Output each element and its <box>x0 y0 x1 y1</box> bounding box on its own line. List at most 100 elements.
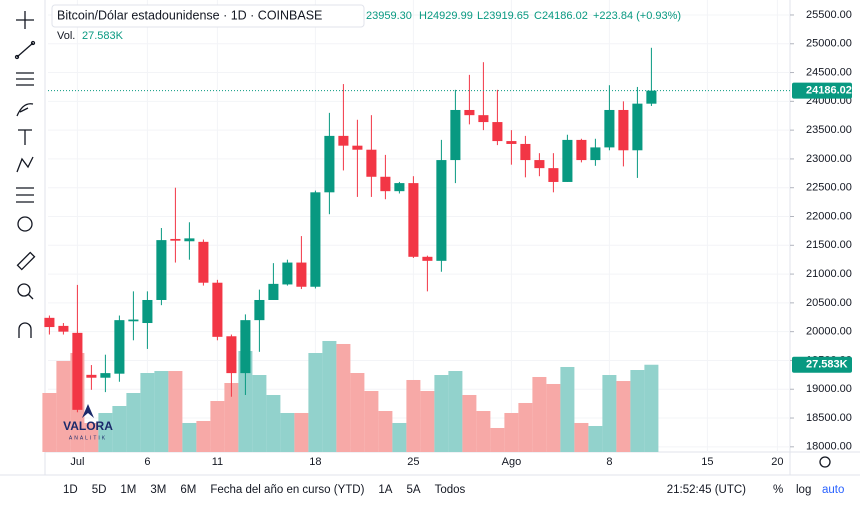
symbol-title: Bitcoin/Dólar estadounidense · 1D · COIN… <box>57 8 322 22</box>
range-button[interactable]: Todos <box>435 484 466 496</box>
emoji-icon[interactable] <box>17 216 33 232</box>
crosshair-icon[interactable] <box>16 11 34 29</box>
pattern-icon[interactable] <box>16 156 34 173</box>
volume-bar <box>532 376 547 452</box>
y-tick-label: 20500.00 <box>806 297 852 309</box>
ohlc-change: +223.84 (+0.93%) <box>593 10 681 22</box>
plot-area <box>42 0 790 452</box>
candle-body <box>44 317 55 328</box>
volume-bar <box>336 343 351 452</box>
y-tick-label: 19000.00 <box>806 383 852 395</box>
volume-bar <box>210 401 225 452</box>
candle-body <box>562 139 573 182</box>
left-toolbar <box>14 11 36 338</box>
text-icon[interactable] <box>18 129 32 145</box>
candle-body <box>254 299 265 321</box>
candle-body <box>184 238 195 242</box>
candle-body <box>198 241 209 283</box>
prediction-icon[interactable] <box>16 187 34 203</box>
candle-body <box>394 183 405 192</box>
volume-bar <box>308 353 323 452</box>
auto-button[interactable]: auto <box>822 484 844 496</box>
y-tick-label: 24500.00 <box>806 66 852 78</box>
volume-bar <box>560 366 575 452</box>
candle-body <box>646 90 657 104</box>
ruler-icon[interactable] <box>16 251 36 271</box>
range-button[interactable]: 5D <box>92 484 107 496</box>
ohlc-low: L23919.65 <box>477 10 529 22</box>
y-tick-label: 21000.00 <box>806 268 852 280</box>
x-tick-label: Ago <box>502 456 522 468</box>
candle-body <box>310 192 321 287</box>
settings-icon[interactable] <box>819 456 831 468</box>
volume-bar <box>602 374 617 452</box>
last-price-box <box>792 82 852 99</box>
candle-body <box>520 143 531 161</box>
logo-mark <box>82 404 94 418</box>
fib-icon[interactable] <box>16 72 34 86</box>
candle-body <box>422 256 433 261</box>
candle-body <box>324 135 335 193</box>
volume-bar <box>294 412 309 452</box>
range-button[interactable]: Fecha del año en curso (YTD) <box>210 484 364 496</box>
volume-bar <box>504 412 519 452</box>
candle-body <box>212 282 223 337</box>
candle-body <box>226 336 237 374</box>
range-button[interactable]: 1A <box>378 484 392 496</box>
volume-bar <box>378 410 393 452</box>
volume-bar <box>154 371 169 452</box>
volume-bar <box>644 364 659 452</box>
volume-bar <box>420 391 435 452</box>
y-tick-label: 23500.00 <box>806 124 852 136</box>
range-button[interactable]: 1M <box>120 484 136 496</box>
candle-body <box>380 176 391 192</box>
candle-body <box>604 109 615 148</box>
magnet-icon[interactable] <box>18 322 32 338</box>
candle-body <box>492 122 503 142</box>
candle-body <box>268 283 279 300</box>
logo-text: VALORA <box>63 419 113 433</box>
candle-body <box>632 103 643 151</box>
volume-bar <box>364 391 379 452</box>
y-tick-label: 18000.00 <box>806 441 852 453</box>
volume-bar <box>574 422 589 452</box>
candle-body <box>464 109 475 116</box>
ohlc-close: C24186.02 <box>534 10 588 22</box>
candle-body <box>506 141 517 144</box>
volume-bar <box>126 392 141 452</box>
x-tick-label: 8 <box>606 456 612 468</box>
x-tick-label: 6 <box>144 456 150 468</box>
range-button[interactable]: 3M <box>150 484 166 496</box>
brush-icon[interactable] <box>16 103 34 117</box>
x-tick-label: Jul <box>70 456 84 468</box>
last-price-label: 24186.02 <box>806 85 852 97</box>
volume-bar <box>238 350 253 452</box>
volume-bar <box>168 371 183 452</box>
volume-bar <box>392 422 407 452</box>
range-button[interactable]: 6M <box>180 484 196 496</box>
volume-bar <box>322 340 337 452</box>
header-box <box>51 4 365 28</box>
volume-axis-label: 27.583K <box>806 359 848 371</box>
candle-body <box>478 115 489 123</box>
range-button[interactable]: 1D <box>63 484 78 496</box>
x-tick-label: 18 <box>309 456 321 468</box>
volume-bar <box>616 381 631 452</box>
candle-body <box>576 139 587 161</box>
volume-bar <box>476 410 491 452</box>
volume-bar <box>42 392 57 452</box>
x-tick-label: 15 <box>701 456 713 468</box>
volume-bar <box>490 427 505 452</box>
x-tick-label: 11 <box>212 456 223 468</box>
zoom-icon[interactable] <box>17 283 34 300</box>
trendline-icon[interactable] <box>14 40 36 60</box>
range-button[interactable]: 5A <box>406 484 420 496</box>
percent-button[interactable]: % <box>773 484 783 496</box>
volume-bar <box>56 360 71 452</box>
log-button[interactable]: log <box>796 484 811 496</box>
candle-body <box>338 135 349 146</box>
y-tick-label: 23000.00 <box>806 153 852 165</box>
volume-bar <box>448 371 463 452</box>
candle-body <box>170 238 181 241</box>
candle-body <box>128 319 139 322</box>
